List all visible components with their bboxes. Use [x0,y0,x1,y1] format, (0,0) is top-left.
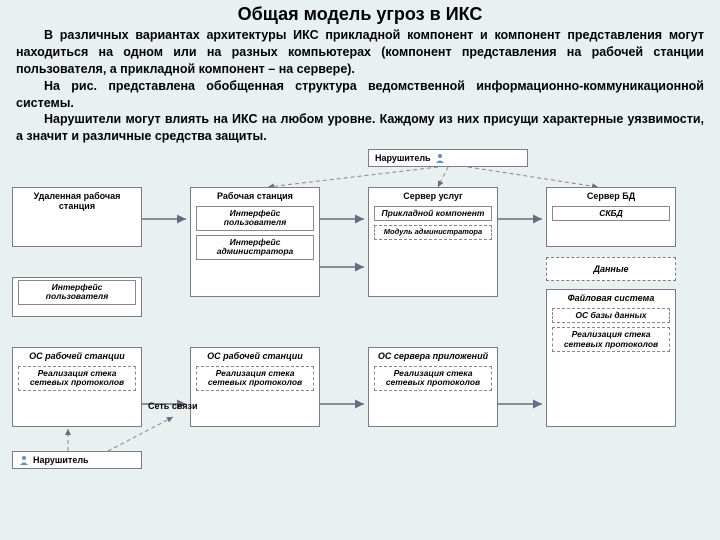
dbserver-fs: Файловая система [547,290,675,306]
workstation-stack: Реализация стека сетевых протоколов [196,366,314,391]
dbserver-data-box: Данные [546,257,676,281]
workstation-admin: Интерфейс администратора [196,235,314,260]
architecture-diagram: Нарушитель Удаленная рабочая станция Инт… [8,149,712,474]
workstation-os: ОС рабочей станции [191,348,319,364]
appserver-stack: Реализация стека сетевых протоколов [374,366,492,391]
remote-ui-box: Интерфейс пользователя [12,277,142,317]
intruder-top-label: Нарушитель [375,153,431,163]
appserver-title: Сервер услуг [369,188,497,204]
workstation-box: Рабочая станция Интерфейс пользователя И… [190,187,320,297]
remote-stack: Реализация стека сетевых протоколов [18,366,136,391]
intruder-top-box: Нарушитель [368,149,528,167]
person-icon [19,455,29,465]
person-icon [435,153,445,163]
workstation-ui: Интерфейс пользователя [196,206,314,231]
appserver-os: ОС сервера приложений [369,348,497,364]
appserver-mod: Модуль администратора [374,225,492,239]
dbserver-os-box: Файловая система ОС базы данных Реализац… [546,289,676,427]
dbserver-stack: Реализация стека сетевых протоколов [552,327,670,352]
dbserver-os: ОС базы данных [552,308,670,323]
workstation-title: Рабочая станция [191,188,319,204]
appserver-os-box: ОС сервера приложений Реализация стека с… [368,347,498,427]
appserver-app: Прикладной компонент [374,206,492,221]
appserver-box: Сервер услуг Прикладной компонент Модуль… [368,187,498,297]
remote-os-box: ОС рабочей станции Реализация стека сете… [12,347,142,427]
dbserver-title: Сервер БД [547,188,675,204]
remote-os: ОС рабочей станции [13,348,141,364]
paragraph-3: Нарушители могут влиять на ИКС на любом … [0,111,720,145]
remote-station-title: Удаленная рабочая станция [13,188,141,214]
dbserver-dbms: СКБД [552,206,670,221]
paragraph-2: На рис. представлена обобщенная структур… [0,78,720,112]
remote-station-box: Удаленная рабочая станция [12,187,142,247]
intruder-bottom-box: Нарушитель [12,451,142,469]
intruder-bottom-label: Нарушитель [33,455,89,465]
paragraph-1: В различных вариантах архитектуры ИКС пр… [0,27,720,78]
network-label: Сеть связи [148,401,198,411]
dbserver-data: Данные [593,264,628,274]
workstation-os-box: ОС рабочей станции Реализация стека сете… [190,347,320,427]
page-title: Общая модель угроз в ИКС [0,0,720,27]
dbserver-box: Сервер БД СКБД [546,187,676,247]
remote-ui: Интерфейс пользователя [18,280,136,305]
